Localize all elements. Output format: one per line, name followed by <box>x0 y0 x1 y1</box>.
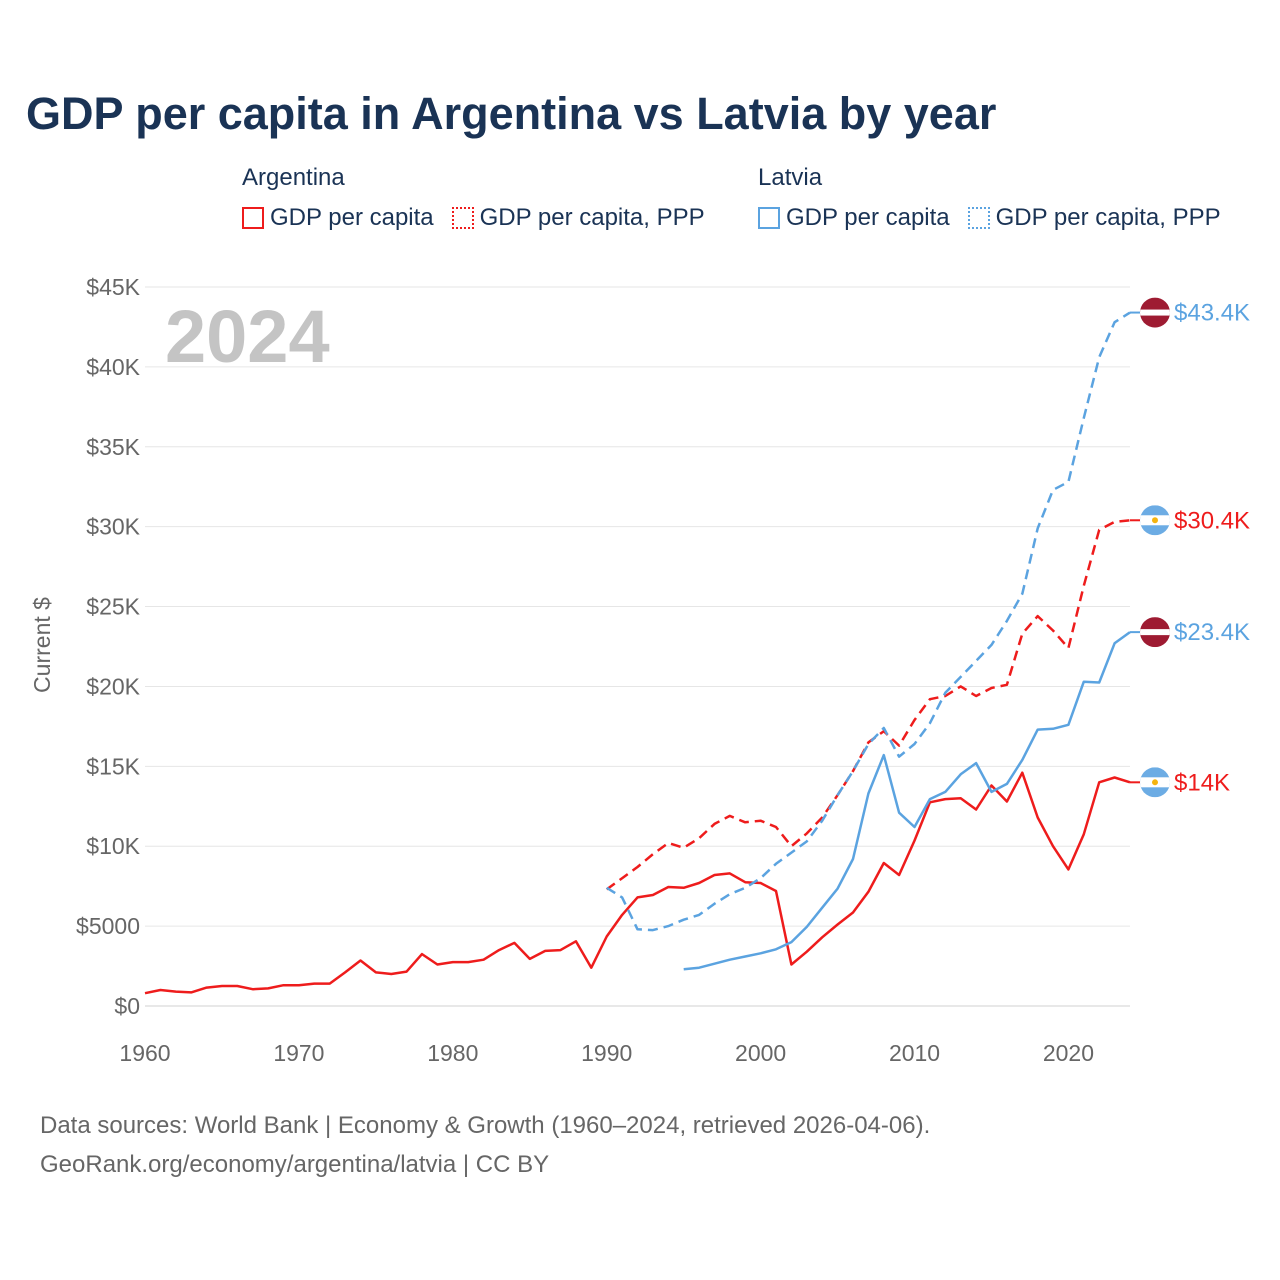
legend-swatch <box>242 207 264 229</box>
end-marker <box>1130 297 1170 328</box>
x-tick-label: 2010 <box>889 1040 940 1066</box>
legend-group-name: Latvia <box>758 164 823 191</box>
end-labels: $14K $30.4K $23.4K $43.4K <box>1130 297 1250 798</box>
legend-label: GDP per capita, PPP <box>995 204 1221 231</box>
legend-item-latvia-gdp[interactable]: GDP per capita <box>758 204 950 232</box>
legend-group-latvia: Latvia GDP per capita GDP per capita, PP… <box>758 162 1221 232</box>
x-tick-label: 1970 <box>273 1040 324 1066</box>
x-axis-ticks: 1960 1970 1980 1990 2000 2010 2020 <box>119 1040 1094 1066</box>
y-tick-label: $40K <box>86 354 140 380</box>
end-value-label: $43.4K <box>1174 300 1250 327</box>
series-line[interactable] <box>144 771 1131 995</box>
gridlines <box>145 286 1130 1007</box>
y-tick-label: $35K <box>86 434 140 460</box>
end-marker <box>1130 767 1170 798</box>
footer: Data sources: World Bank | Economy & Gro… <box>40 1106 930 1184</box>
legend-group-argentina: Argentina GDP per capita GDP per capita,… <box>242 162 705 232</box>
argentina-flag-icon <box>1140 505 1170 536</box>
y-tick-label: $10K <box>86 833 140 859</box>
y-tick-label: $25K <box>86 594 140 620</box>
series-line[interactable] <box>605 519 1131 891</box>
end-value-label: $30.4K <box>1174 507 1250 534</box>
latvia-flag-icon <box>1140 297 1170 328</box>
x-tick-label: 2020 <box>1043 1040 1094 1066</box>
x-tick-label: 1980 <box>427 1040 478 1066</box>
year-watermark: 2024 <box>165 295 330 378</box>
legend-swatch <box>967 207 990 229</box>
y-tick-label: $20K <box>86 673 140 699</box>
chart-title: GDP per capita in Argentina vs Latvia by… <box>26 88 997 139</box>
end-value-label: $14K <box>1174 769 1230 796</box>
y-tick-label: $15K <box>86 753 140 779</box>
latvia-flag-icon <box>1140 617 1170 648</box>
y-tick-label: $45K <box>86 274 140 300</box>
y-tick-label: $0 <box>114 993 140 1019</box>
end-marker <box>1130 505 1170 536</box>
y-tick-label: $30K <box>86 514 140 540</box>
legend-swatch <box>451 207 474 229</box>
x-tick-label: 1990 <box>581 1040 632 1066</box>
y-tick-label: $5000 <box>76 913 140 939</box>
legend-label: GDP per capita, PPP <box>479 204 705 231</box>
source-link-text[interactable]: GeoRank.org/economy/argentina/latvia | C… <box>40 1151 550 1178</box>
legend-label: GDP per capita <box>270 204 434 231</box>
argentina-flag-icon <box>1140 767 1170 798</box>
legend-item-argentina-gdp[interactable]: GDP per capita <box>242 204 434 232</box>
legend-group-name: Argentina <box>242 164 345 191</box>
x-tick-label: 1960 <box>119 1040 170 1066</box>
legend-item-argentina-gdp-ppp[interactable]: GDP per capita, PPP <box>451 204 705 232</box>
series-line[interactable] <box>606 311 1131 932</box>
series-lines <box>144 311 1131 995</box>
data-sources-text: Data sources: World Bank | Economy & Gro… <box>40 1112 931 1139</box>
legend-item-latvia-gdp-ppp[interactable]: GDP per capita, PPP <box>967 204 1221 232</box>
series-line[interactable] <box>683 631 1131 971</box>
x-tick-label: 2000 <box>735 1040 786 1066</box>
y-axis-ticks: $0 $5000 $10K $15K $20K $25K $30K $35K $40K $45K <box>76 274 141 1019</box>
legend-label: GDP per capita <box>786 204 950 231</box>
legend-swatch <box>758 207 780 229</box>
y-axis-title: Current $ <box>29 597 55 693</box>
end-value-label: $23.4K <box>1174 619 1250 646</box>
end-marker <box>1130 617 1170 648</box>
